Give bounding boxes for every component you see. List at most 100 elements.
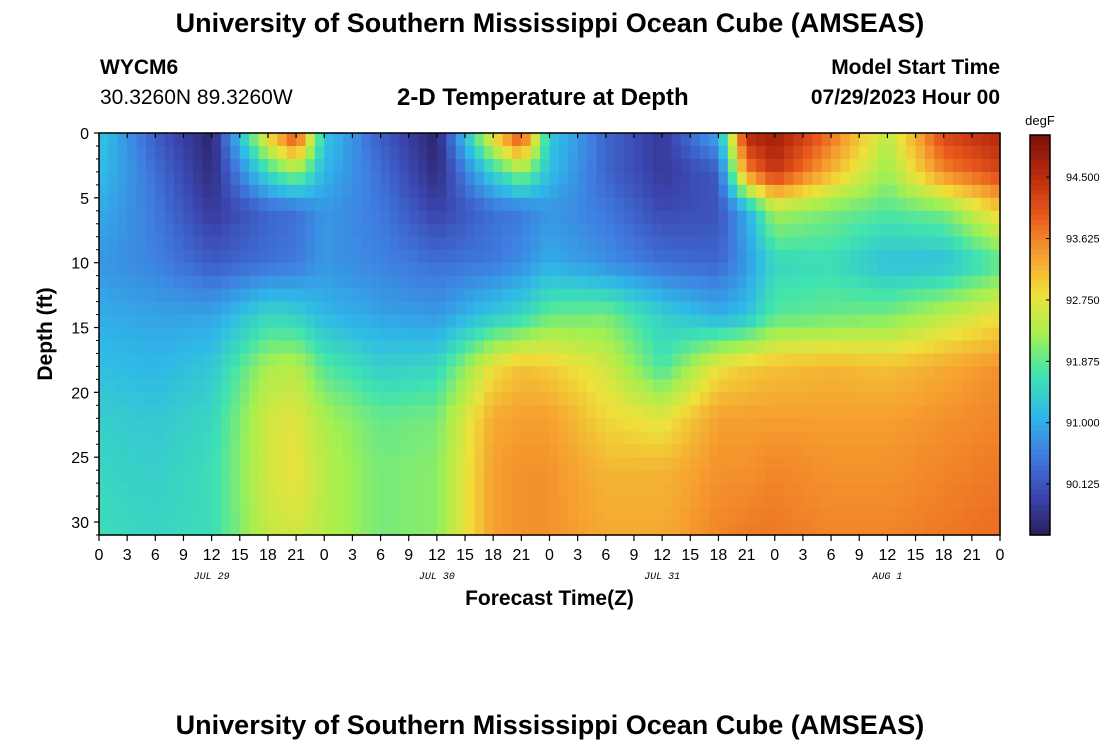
heatmap-cell bbox=[99, 197, 109, 212]
heatmap-cell bbox=[221, 236, 231, 251]
heatmap-cell bbox=[643, 457, 654, 471]
heatmap-cell bbox=[718, 340, 729, 355]
heatmap-cell bbox=[418, 197, 429, 212]
heatmap-cell bbox=[981, 171, 992, 186]
heatmap-cell bbox=[887, 288, 898, 303]
heatmap-cell bbox=[333, 236, 344, 251]
heatmap-cell bbox=[183, 275, 194, 290]
heatmap-cell bbox=[145, 353, 156, 368]
heatmap-cell bbox=[859, 340, 870, 355]
heatmap-cell bbox=[314, 496, 325, 510]
heatmap-cell bbox=[605, 483, 616, 497]
heatmap-cell bbox=[483, 483, 494, 497]
heatmap-cell bbox=[117, 327, 128, 342]
heatmap-cell bbox=[831, 509, 842, 523]
heatmap-cell bbox=[136, 392, 147, 406]
heatmap-cell bbox=[859, 483, 870, 497]
heatmap-cell bbox=[755, 275, 766, 290]
heatmap-cell bbox=[558, 236, 569, 251]
heatmap-cell bbox=[662, 340, 673, 355]
heatmap-cell bbox=[155, 483, 166, 497]
heatmap-cell bbox=[784, 379, 795, 393]
heatmap-cell bbox=[671, 444, 682, 458]
heatmap-cell bbox=[662, 288, 673, 303]
heatmap-cell bbox=[718, 184, 729, 199]
heatmap-cell bbox=[418, 236, 429, 251]
heatmap-cell bbox=[343, 522, 354, 536]
heatmap-cell bbox=[859, 522, 870, 536]
heatmap-cell bbox=[483, 379, 494, 393]
heatmap-cell bbox=[990, 470, 1001, 484]
heatmap-cell bbox=[577, 353, 588, 368]
heatmap-cell bbox=[145, 184, 156, 199]
heatmap-cell bbox=[887, 223, 898, 238]
heatmap-cell bbox=[812, 275, 823, 290]
heatmap-cell bbox=[127, 379, 138, 393]
heatmap-cell bbox=[192, 509, 203, 523]
heatmap-cell bbox=[840, 496, 851, 510]
heatmap-cell bbox=[962, 158, 973, 173]
heatmap-cell bbox=[314, 158, 325, 173]
heatmap-cell bbox=[784, 184, 795, 199]
heatmap-cell bbox=[418, 249, 429, 264]
heatmap-cell bbox=[211, 431, 222, 445]
heatmap-cell bbox=[737, 457, 748, 471]
heatmap-cell bbox=[906, 340, 917, 355]
heatmap-cell bbox=[211, 353, 222, 368]
heatmap-cell bbox=[164, 340, 175, 355]
heatmap-cell bbox=[981, 444, 992, 458]
heatmap-cell bbox=[549, 379, 560, 393]
heatmap-cell bbox=[136, 444, 147, 458]
heatmap-cell bbox=[436, 496, 447, 510]
heatmap-cell bbox=[183, 431, 194, 445]
heatmap-cell bbox=[915, 353, 926, 368]
heatmap-cell bbox=[671, 418, 682, 432]
heatmap-cell bbox=[643, 392, 654, 406]
station-coords: 30.3260N 89.3260W bbox=[100, 86, 293, 109]
heatmap-cell bbox=[418, 470, 429, 484]
heatmap-cell bbox=[408, 366, 419, 380]
heatmap-cell bbox=[493, 197, 504, 212]
heatmap-cell bbox=[821, 288, 832, 303]
heatmap-cell bbox=[906, 457, 917, 471]
heatmap-cell bbox=[690, 379, 701, 393]
heatmap-cell bbox=[380, 171, 391, 186]
heatmap-cell bbox=[615, 236, 626, 251]
heatmap-cell bbox=[155, 249, 166, 264]
heatmap-cell bbox=[549, 483, 560, 497]
heatmap-cell bbox=[267, 236, 278, 251]
heatmap-cell bbox=[962, 223, 973, 238]
heatmap-cell bbox=[755, 444, 766, 458]
heatmap-cell bbox=[436, 509, 447, 523]
heatmap-cell bbox=[164, 184, 175, 199]
heatmap-cell bbox=[258, 158, 269, 173]
heatmap-cell bbox=[145, 171, 156, 186]
heatmap-cell bbox=[671, 249, 682, 264]
heatmap-cell bbox=[286, 392, 297, 406]
heatmap-cell bbox=[943, 379, 954, 393]
heatmap-cell bbox=[643, 327, 654, 342]
heatmap-cell bbox=[924, 483, 935, 497]
heatmap-cell bbox=[324, 210, 335, 225]
heatmap-cell bbox=[230, 483, 241, 497]
heatmap-cell bbox=[943, 275, 954, 290]
heatmap-cell bbox=[859, 249, 870, 264]
heatmap-cell bbox=[418, 210, 429, 225]
heatmap-cell bbox=[380, 249, 391, 264]
heatmap-cell bbox=[906, 236, 917, 251]
heatmap-cell bbox=[718, 470, 729, 484]
heatmap-cell bbox=[568, 470, 579, 484]
heatmap-cell bbox=[361, 470, 372, 484]
heatmap-cell bbox=[615, 288, 626, 303]
heatmap-cell bbox=[896, 366, 907, 380]
heatmap-cell bbox=[540, 379, 551, 393]
heatmap-cell bbox=[164, 405, 175, 419]
heatmap-cell bbox=[934, 366, 945, 380]
heatmap-cell bbox=[258, 133, 269, 147]
heatmap-cell bbox=[446, 444, 457, 458]
heatmap-cell bbox=[399, 145, 410, 160]
heatmap-cell bbox=[239, 223, 250, 238]
heatmap-cell bbox=[540, 301, 551, 316]
x-tick-label: 6 bbox=[827, 547, 836, 564]
heatmap-cell bbox=[267, 158, 278, 173]
